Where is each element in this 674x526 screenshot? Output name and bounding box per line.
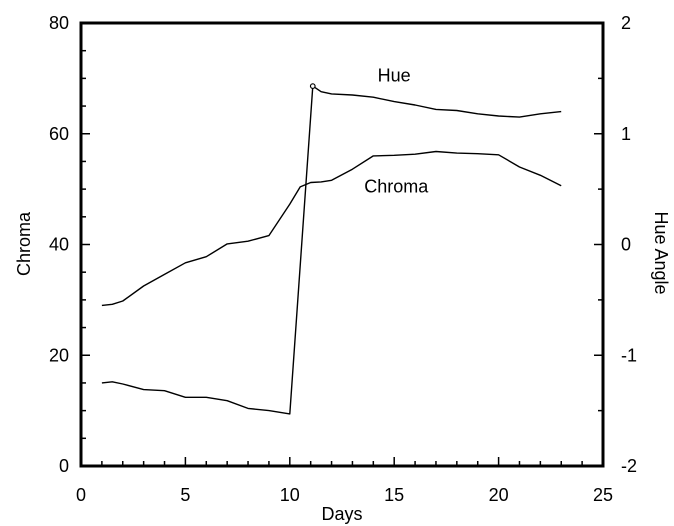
chroma-series-line	[101, 150, 562, 307]
y-right-tick-label: -2	[621, 456, 637, 476]
y-axis-left-title: Chroma	[14, 211, 34, 276]
y-left-tick-label: 60	[49, 124, 69, 144]
y-left-tick-label: 40	[49, 235, 69, 255]
x-tick-label: 5	[180, 485, 190, 505]
hue-series-label: Hue	[378, 66, 411, 86]
hue-peak-marker	[309, 83, 316, 90]
tick-labels: 0 5 10 15 20 25 0 20 40 60 80 -2 -1 0 1 2	[49, 13, 637, 505]
y-right-tick-label: -1	[621, 345, 637, 365]
hue-series-line	[101, 85, 562, 415]
y-right-tick-label: 0	[621, 235, 631, 255]
x-tick-label: 15	[384, 485, 404, 505]
y-left-tick-label: 80	[49, 13, 69, 33]
y-right-tick-label: 1	[621, 124, 631, 144]
x-tick-label: 0	[76, 485, 86, 505]
series-group	[101, 83, 562, 415]
x-tick-label: 25	[593, 485, 613, 505]
y-left-tick-label: 20	[49, 345, 69, 365]
x-tick-label: 20	[489, 485, 509, 505]
y-right-tick-label: 2	[621, 13, 631, 33]
plot-frame	[79, 21, 605, 468]
x-tick-label: 10	[280, 485, 300, 505]
chroma-series-label: Chroma	[364, 176, 429, 196]
tick-marks	[80, 22, 604, 467]
x-axis-title: Days	[321, 504, 362, 524]
y-left-tick-label: 0	[59, 456, 69, 476]
y-axis-right-title: Hue Angle	[651, 211, 671, 294]
